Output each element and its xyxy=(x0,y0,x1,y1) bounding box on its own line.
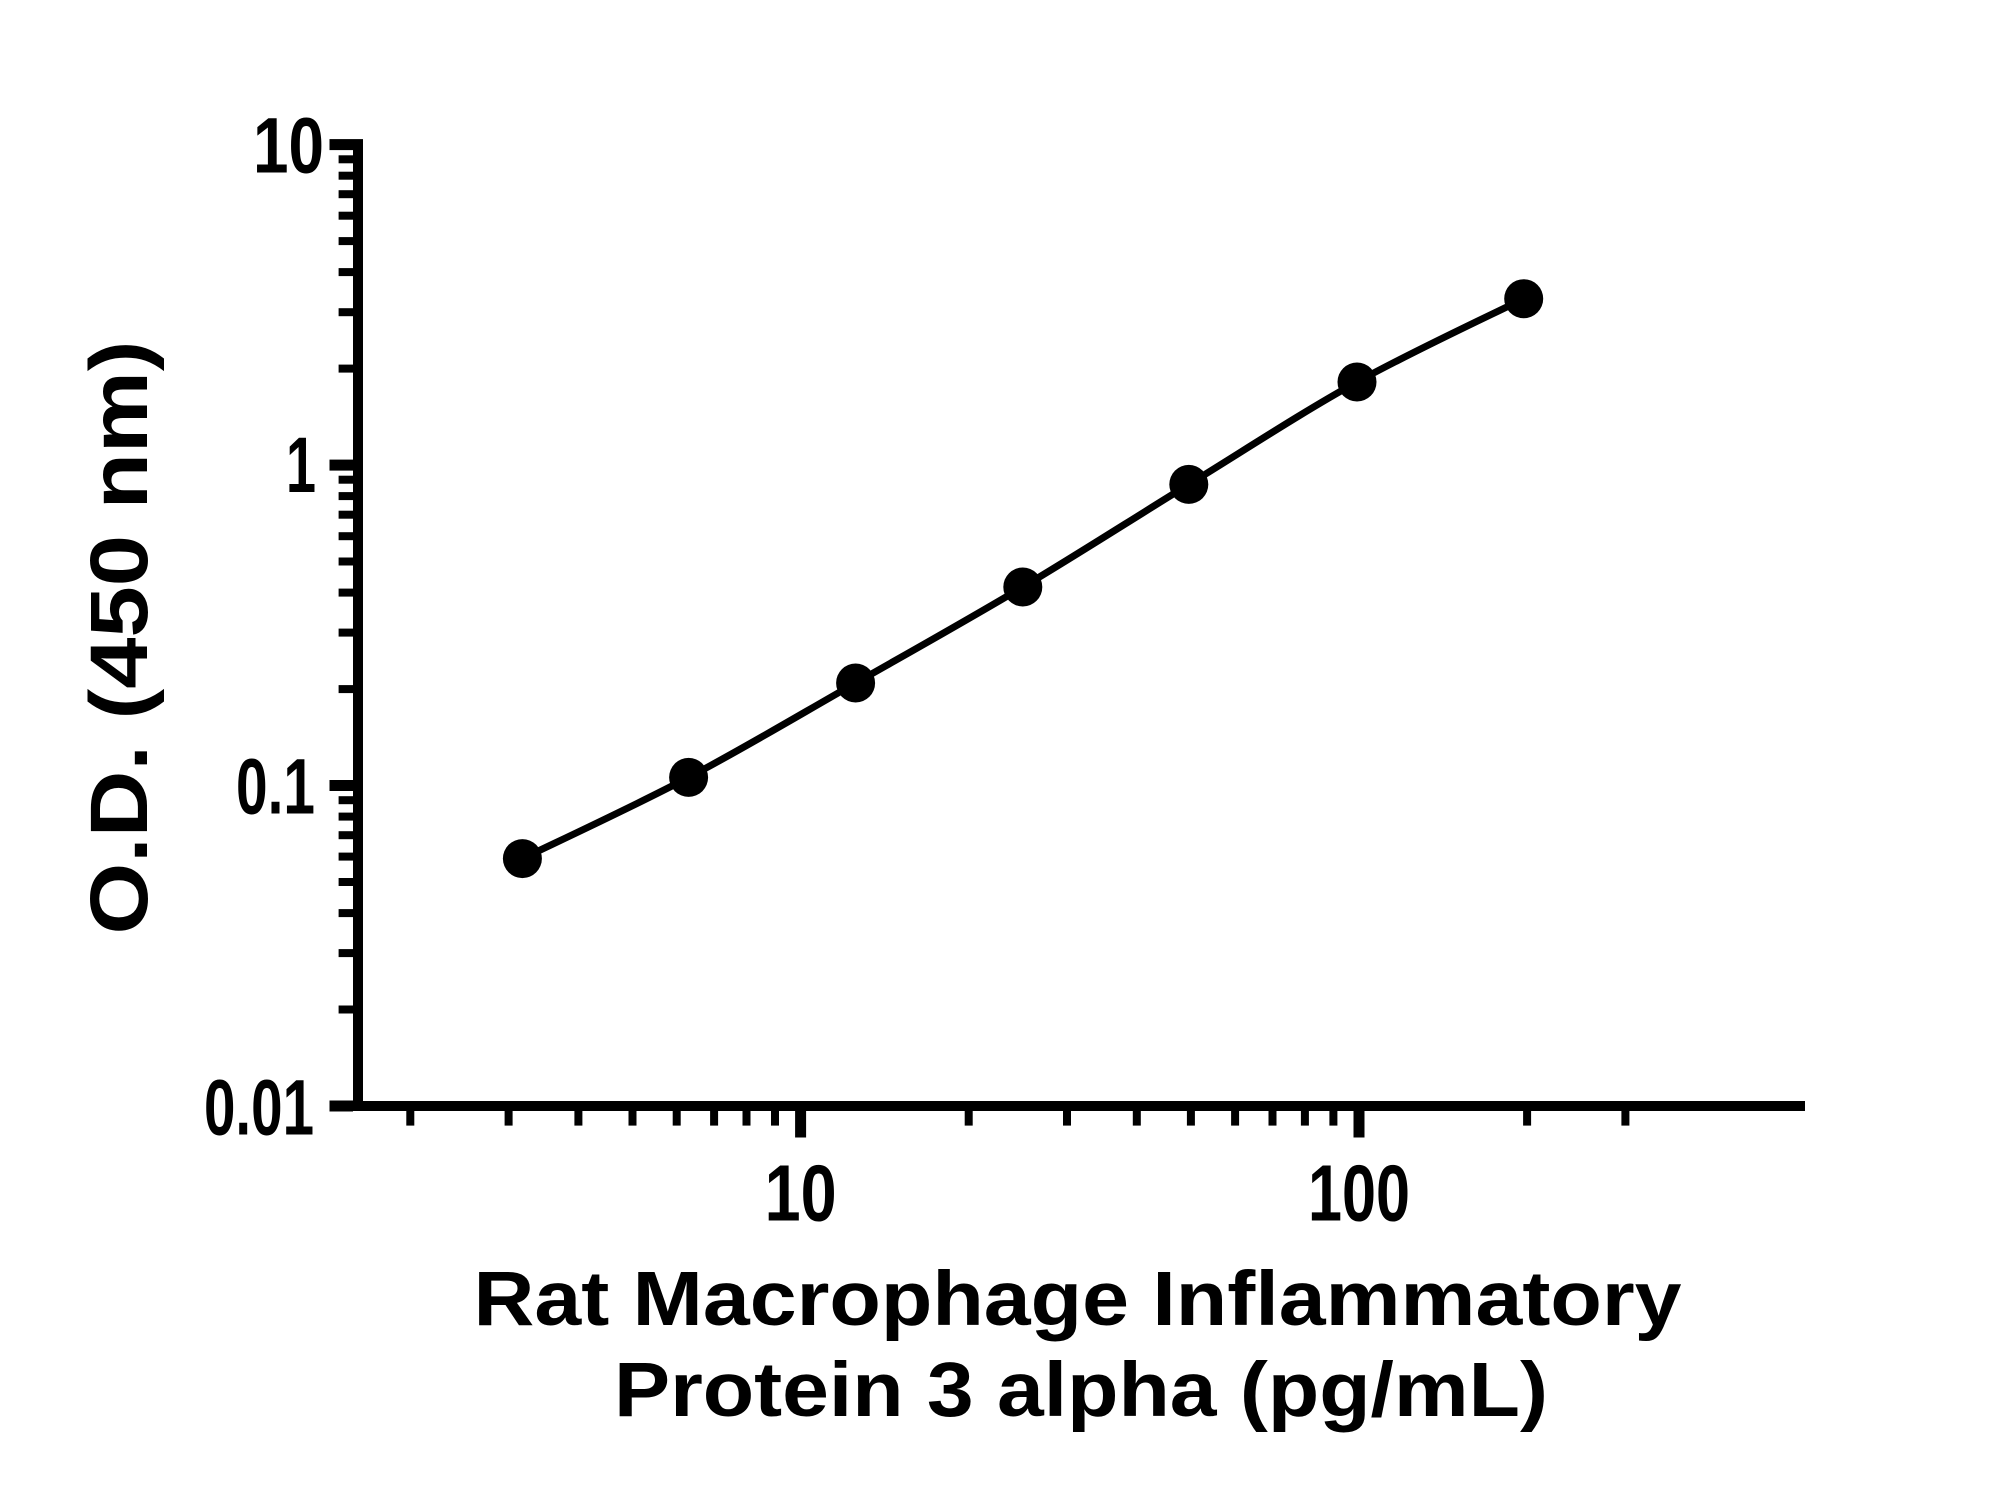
svg-text:10: 10 xyxy=(253,101,324,190)
svg-text:O.D. (450 nm): O.D. (450 nm) xyxy=(74,341,165,935)
svg-text:0.1: 0.1 xyxy=(236,742,315,831)
svg-text:Rat Macrophage Inflammatory: Rat Macrophage Inflammatory xyxy=(474,1256,1682,1342)
svg-text:1: 1 xyxy=(286,420,316,509)
svg-text:10: 10 xyxy=(765,1149,837,1238)
svg-text:0.01: 0.01 xyxy=(204,1063,314,1152)
svg-text:Protein 3 alpha (pg/mL): Protein 3 alpha (pg/mL) xyxy=(614,1347,1548,1433)
svg-text:100: 100 xyxy=(1308,1149,1410,1238)
